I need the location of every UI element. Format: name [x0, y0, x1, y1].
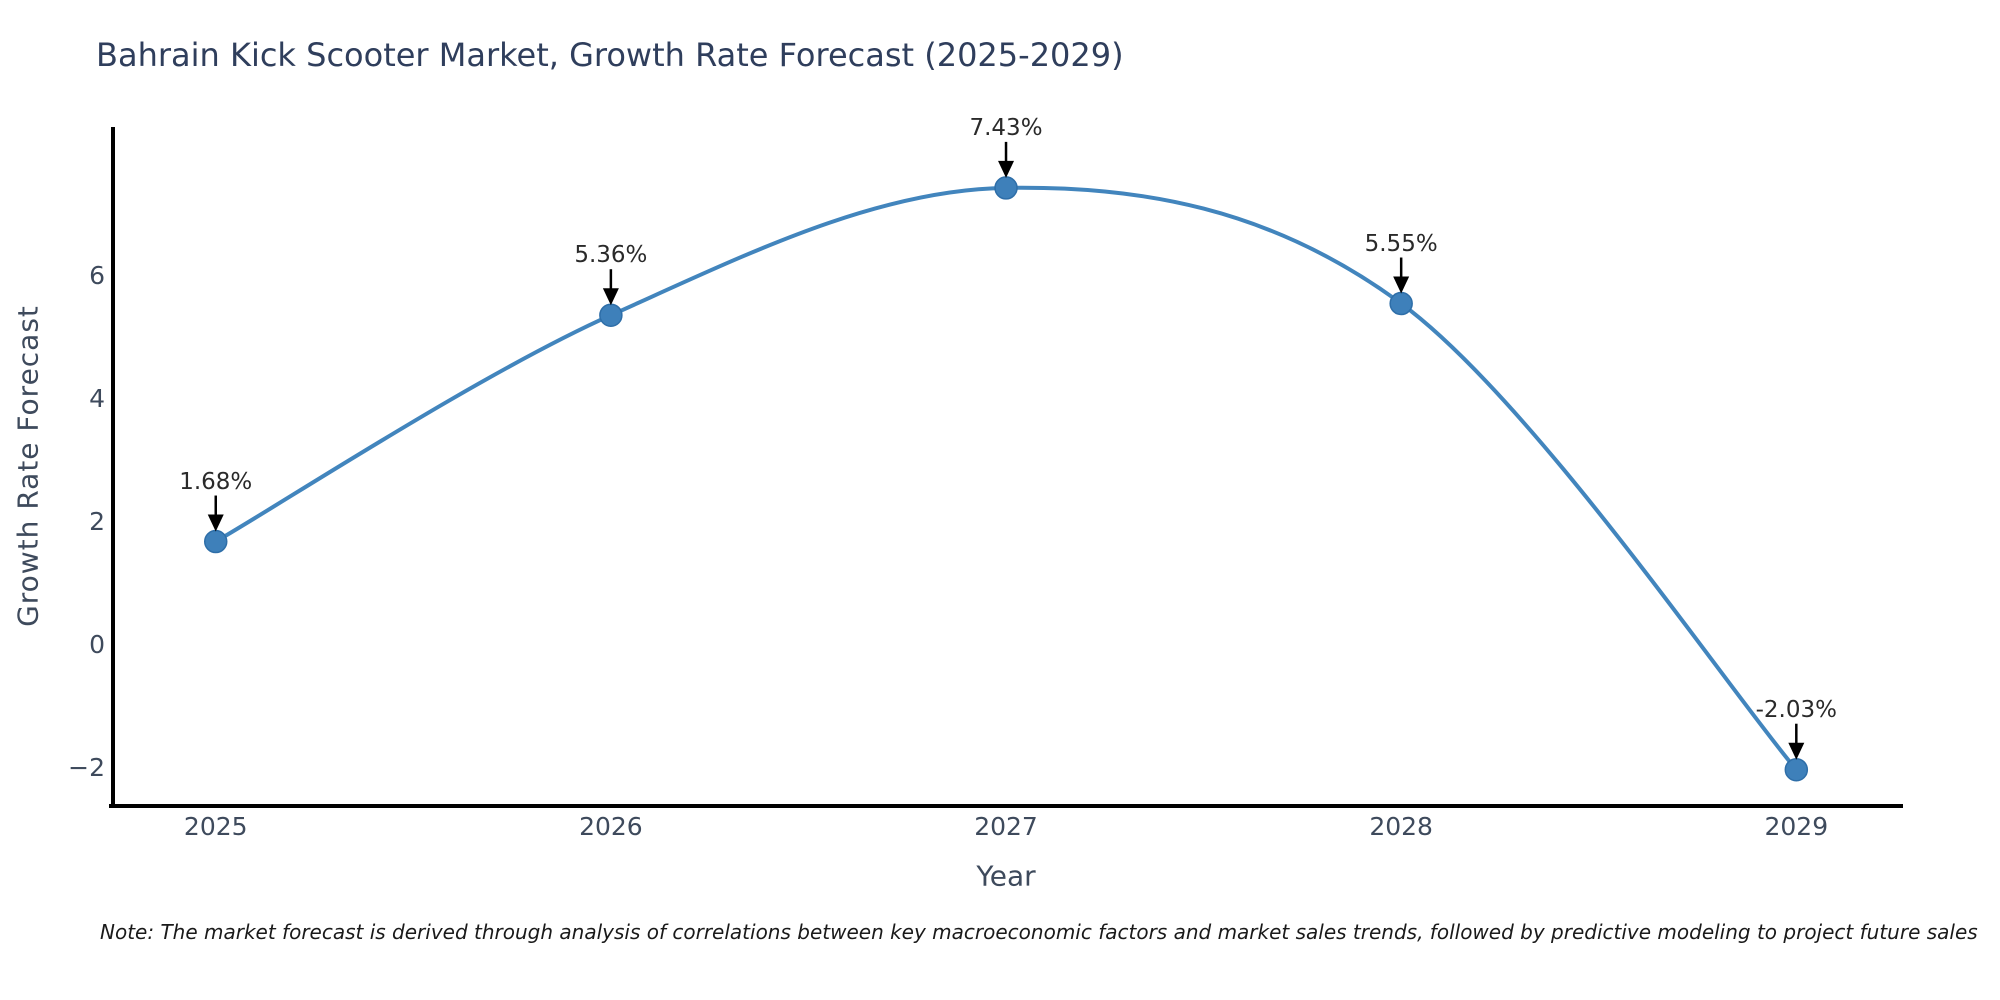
annotation-arrowhead-icon: [998, 160, 1015, 178]
line-series: [203, 176, 1809, 782]
data-point-value-label: 5.55%: [1364, 230, 1438, 257]
data-point-marker: [994, 176, 1018, 200]
y-tick-label: 2: [89, 506, 105, 536]
y-tick-label: −2: [68, 752, 105, 782]
x-tick-label: 2028: [1369, 812, 1433, 841]
annotation-arrowhead-icon: [602, 288, 619, 306]
annotation-arrowhead-icon: [1788, 742, 1805, 760]
y-tick-label: 6: [89, 260, 105, 290]
axis-spines: [109, 127, 1903, 808]
data-point-value-label: 5.36%: [574, 242, 648, 269]
y-axis-title: Growth Rate Forecast: [11, 305, 45, 627]
footnote: Note: The market forecast is derived thr…: [100, 920, 1978, 944]
data-point-marker: [599, 303, 623, 327]
x-axis-title: Year: [976, 859, 1036, 893]
x-tick-label: 2026: [579, 812, 643, 841]
y-tick-label: 0: [89, 629, 105, 659]
x-tick-label: 2027: [974, 812, 1038, 841]
annotation-arrowhead-icon: [207, 514, 224, 532]
data-point-marker: [203, 529, 228, 554]
y-tick-label: 4: [89, 383, 105, 413]
data-point-value-label: 1.68%: [179, 468, 253, 495]
data-point-marker: [1784, 757, 1809, 782]
data-point-value-label: -2.03%: [1755, 696, 1837, 723]
annotation-arrows: [207, 141, 1805, 760]
growth-rate-line: [213, 185, 1799, 772]
data-point-value-label: 7.43%: [969, 114, 1043, 141]
annotation-arrowhead-icon: [1393, 276, 1410, 294]
data-point-marker: [1389, 291, 1413, 316]
chart-title: Bahrain Kick Scooter Market, Growth Rate…: [96, 36, 1124, 74]
x-tick-label: 2029: [1764, 812, 1829, 841]
x-tick-label: 2025: [183, 812, 248, 841]
